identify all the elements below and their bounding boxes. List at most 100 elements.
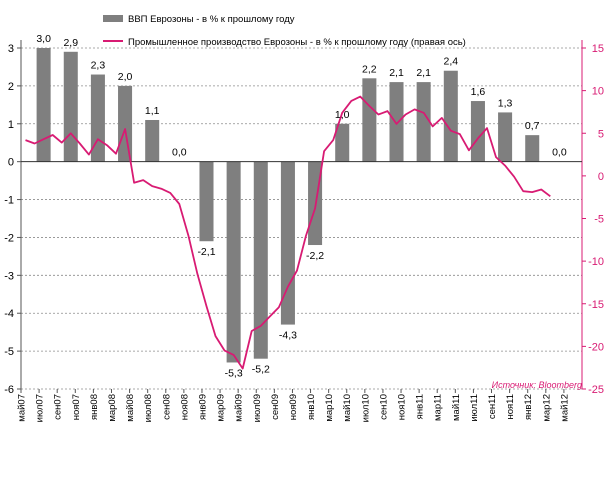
bar-data-label: 1,0 — [335, 109, 350, 121]
x-tick-label: май08 — [125, 394, 136, 422]
x-tick-label: май07 — [17, 394, 28, 422]
left-tick-label: 0 — [8, 157, 14, 169]
right-tick-label: -10 — [588, 256, 604, 268]
x-tick-label: июл10 — [360, 394, 371, 422]
bar-data-label: 2,0 — [118, 71, 133, 83]
right-tick-label: -15 — [588, 299, 604, 311]
x-tick-label: ноя08 — [179, 394, 190, 420]
gdp-bar — [145, 119, 160, 162]
x-tick-label: янв08 — [89, 394, 100, 420]
bar-data-label: -2,2 — [306, 250, 324, 262]
x-tick-label: ноя07 — [71, 394, 82, 420]
gdp-bar — [389, 82, 404, 162]
bar-data-label: 2,4 — [443, 56, 458, 68]
bar-data-label: -5,3 — [225, 367, 243, 379]
x-tick-label: июл08 — [143, 394, 154, 422]
right-tick-label: 15 — [592, 43, 604, 55]
gdp-bar — [416, 82, 431, 162]
industrial-line — [25, 95, 551, 370]
bar-data-label: 1,6 — [471, 86, 486, 98]
gdp-bar — [63, 51, 78, 162]
x-tick-label: июл11 — [469, 394, 480, 422]
bar-data-label: -4,3 — [279, 330, 297, 342]
gdp-bars — [36, 48, 540, 363]
gdp-bar — [525, 135, 540, 162]
bar-data-label: 0,0 — [552, 147, 567, 159]
x-tick-label: ноя10 — [397, 394, 408, 420]
x-tick-label: май12 — [559, 394, 570, 422]
x-tick-label: мар12 — [541, 394, 552, 422]
left-tick-label: -2 — [4, 232, 14, 244]
legend: ВВП Еврозоны - в % к прошлому году Промыш… — [103, 14, 466, 48]
bar-data-label: 2,3 — [91, 60, 106, 72]
bar-data-label: 2,1 — [416, 67, 431, 79]
left-axis: -6 -5 -4 -3 -2 -1 0 1 2 3 — [4, 43, 21, 396]
x-tick-label: мар11 — [433, 394, 444, 421]
right-tick-label: 5 — [598, 128, 604, 140]
gridlines — [20, 40, 583, 390]
gdp-bar — [280, 161, 295, 325]
legend-label-gdp: ВВП Еврозоны - в % к прошлому году — [128, 14, 295, 25]
legend-label-industrial: Промышленное производство Еврозоны - в %… — [128, 37, 466, 48]
x-tick-label: мар10 — [324, 394, 335, 422]
left-tick-label: 3 — [8, 43, 14, 55]
x-tick-label: июл09 — [252, 394, 263, 422]
x-tick-label: янв09 — [197, 394, 208, 420]
left-tick-label: -6 — [4, 384, 14, 396]
legend-swatch-bar — [103, 15, 123, 22]
right-tick-label: 0 — [598, 171, 604, 183]
x-tick-label: май10 — [342, 394, 353, 422]
right-tick-label: -20 — [588, 341, 604, 353]
source-note: Источник: Bloomberg — [492, 380, 582, 390]
bar-data-label: 2,1 — [389, 67, 404, 79]
industrial-series-line — [25, 95, 551, 370]
gdp-bar — [118, 85, 133, 162]
x-tick-label: май11 — [451, 394, 462, 421]
left-tick-label: -1 — [4, 195, 14, 207]
x-tick-label: сен11 — [487, 394, 498, 419]
right-tick-label: 10 — [592, 86, 604, 98]
bar-data-label: 1,1 — [145, 105, 160, 117]
gdp-bar — [36, 48, 51, 162]
x-tick-label: янв10 — [306, 394, 317, 420]
x-tick-label: мар08 — [107, 394, 118, 422]
gdp-bar — [362, 78, 377, 162]
gdp-bar — [335, 123, 350, 162]
x-tick-label: сен08 — [161, 394, 172, 420]
bar-data-labels: 3,0 2,9 2,3 2,0 1,1 0,0 -2,1 -5,3 -5,2 -4,3 -2,2 1,… — [36, 33, 567, 379]
gdp-bar — [498, 112, 513, 162]
gdp-bar — [443, 70, 458, 162]
gdp-bar — [90, 74, 105, 162]
x-tick-label: ноя11 — [505, 394, 516, 420]
gdp-bar — [199, 161, 214, 242]
right-axis: -25 -20 -15 -10 -5 0 5 10 15 — [582, 43, 604, 396]
x-tick-label: сен09 — [270, 394, 281, 420]
gdp-bar — [226, 161, 241, 363]
right-tick-label: -5 — [594, 214, 604, 226]
x-tick-label: сен10 — [378, 394, 389, 420]
x-tick-label: сен07 — [53, 394, 64, 420]
x-tick-label: янв11 — [415, 394, 426, 419]
bar-data-label: 2,2 — [362, 63, 377, 75]
bar-data-label: 0,0 — [172, 147, 187, 159]
gdp-bar — [253, 161, 268, 359]
x-tick-label: май09 — [234, 394, 245, 422]
right-tick-label: -25 — [588, 384, 604, 396]
x-tick-label: янв12 — [523, 394, 534, 420]
x-axis: май07 июл07 сен07 ноя07 янв08 мар08 май08 июл08… — [17, 389, 570, 422]
bar-data-label: -5,2 — [252, 364, 270, 376]
x-tick-label: мар09 — [216, 394, 227, 422]
left-tick-label: 2 — [8, 81, 14, 93]
bar-data-label: 3,0 — [36, 33, 51, 45]
left-tick-label: -5 — [4, 346, 14, 358]
x-tick-label: июл07 — [35, 394, 46, 422]
bar-data-label: 0,7 — [525, 120, 540, 132]
bar-data-label: -2,1 — [197, 246, 215, 258]
bar-data-label: 1,3 — [498, 97, 513, 109]
left-tick-label: -3 — [4, 270, 14, 282]
left-tick-label: 1 — [8, 119, 14, 131]
left-tick-label: -4 — [4, 308, 14, 320]
x-tick-label: ноя09 — [288, 394, 299, 420]
bar-data-label: 2,9 — [63, 37, 78, 49]
